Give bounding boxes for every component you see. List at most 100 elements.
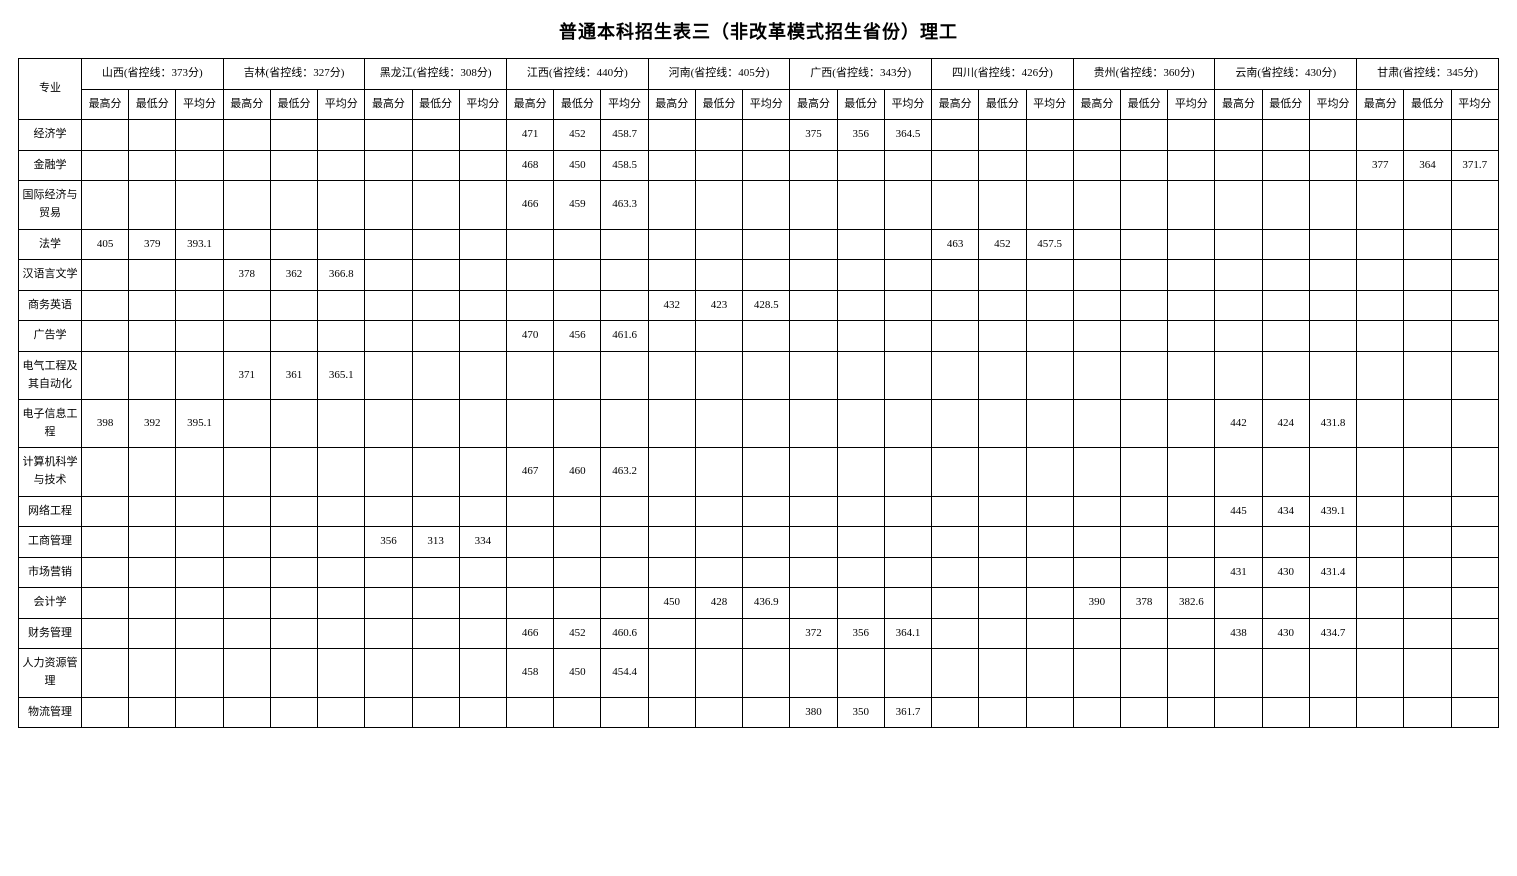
value-cell bbox=[318, 150, 365, 181]
value-cell bbox=[695, 400, 742, 448]
value-cell bbox=[695, 448, 742, 496]
value-cell bbox=[507, 351, 554, 399]
value-cell bbox=[459, 321, 506, 352]
value-cell: 458 bbox=[507, 649, 554, 697]
value-cell bbox=[695, 557, 742, 588]
value-cell bbox=[176, 448, 223, 496]
value-cell bbox=[979, 260, 1026, 291]
value-cell bbox=[176, 496, 223, 527]
value-cell bbox=[1026, 618, 1073, 649]
value-cell bbox=[1451, 527, 1498, 558]
value-cell bbox=[601, 496, 648, 527]
major-cell: 电气工程及其自动化 bbox=[19, 351, 82, 399]
value-cell bbox=[1357, 321, 1404, 352]
value-cell bbox=[507, 527, 554, 558]
sub-header: 平均分 bbox=[1168, 89, 1215, 120]
value-cell bbox=[223, 697, 270, 728]
value-cell bbox=[129, 618, 176, 649]
value-cell bbox=[459, 229, 506, 260]
value-cell bbox=[412, 697, 459, 728]
value-cell: 382.6 bbox=[1168, 588, 1215, 619]
value-cell: 458.7 bbox=[601, 120, 648, 151]
value-cell bbox=[81, 321, 128, 352]
value-cell bbox=[1309, 150, 1356, 181]
value-cell bbox=[176, 588, 223, 619]
province-header: 吉林(省控线：327分) bbox=[223, 59, 365, 90]
value-cell bbox=[318, 618, 365, 649]
value-cell bbox=[1168, 181, 1215, 229]
value-cell bbox=[743, 527, 790, 558]
value-cell bbox=[1357, 351, 1404, 399]
value-cell bbox=[176, 527, 223, 558]
value-cell bbox=[695, 618, 742, 649]
value-cell bbox=[554, 588, 601, 619]
value-cell bbox=[81, 290, 128, 321]
value-cell bbox=[1120, 229, 1167, 260]
value-cell bbox=[459, 557, 506, 588]
value-cell bbox=[365, 351, 412, 399]
value-cell bbox=[1073, 618, 1120, 649]
value-cell: 445 bbox=[1215, 496, 1262, 527]
value-cell: 450 bbox=[648, 588, 695, 619]
value-cell bbox=[1357, 229, 1404, 260]
value-cell bbox=[1026, 351, 1073, 399]
value-cell bbox=[507, 557, 554, 588]
value-cell: 423 bbox=[695, 290, 742, 321]
value-cell bbox=[129, 448, 176, 496]
value-cell bbox=[1215, 290, 1262, 321]
value-cell bbox=[81, 557, 128, 588]
value-cell bbox=[554, 697, 601, 728]
value-cell bbox=[412, 181, 459, 229]
value-cell bbox=[1262, 229, 1309, 260]
value-cell: 452 bbox=[554, 618, 601, 649]
value-cell bbox=[507, 229, 554, 260]
value-cell bbox=[837, 527, 884, 558]
value-cell bbox=[270, 229, 317, 260]
value-cell bbox=[459, 181, 506, 229]
major-cell: 金融学 bbox=[19, 150, 82, 181]
sub-header: 最高分 bbox=[1215, 89, 1262, 120]
value-cell bbox=[318, 229, 365, 260]
value-cell: 463 bbox=[932, 229, 979, 260]
value-cell: 460.6 bbox=[601, 618, 648, 649]
value-cell bbox=[884, 527, 931, 558]
value-cell: 452 bbox=[979, 229, 1026, 260]
value-cell bbox=[129, 649, 176, 697]
value-cell bbox=[365, 120, 412, 151]
value-cell bbox=[979, 120, 1026, 151]
value-cell bbox=[884, 290, 931, 321]
major-cell: 经济学 bbox=[19, 120, 82, 151]
value-cell bbox=[81, 260, 128, 291]
value-cell bbox=[790, 448, 837, 496]
value-cell bbox=[318, 527, 365, 558]
value-cell bbox=[1451, 229, 1498, 260]
value-cell bbox=[601, 351, 648, 399]
value-cell bbox=[1262, 697, 1309, 728]
value-cell bbox=[790, 290, 837, 321]
value-cell: 364 bbox=[1404, 150, 1451, 181]
value-cell bbox=[1262, 120, 1309, 151]
value-cell bbox=[743, 120, 790, 151]
value-cell bbox=[1404, 120, 1451, 151]
value-cell bbox=[223, 120, 270, 151]
value-cell bbox=[884, 496, 931, 527]
value-cell bbox=[1168, 448, 1215, 496]
value-cell: 454.4 bbox=[601, 649, 648, 697]
value-cell: 366.8 bbox=[318, 260, 365, 291]
value-cell: 458.5 bbox=[601, 150, 648, 181]
value-cell bbox=[1309, 120, 1356, 151]
value-cell: 432 bbox=[648, 290, 695, 321]
value-cell bbox=[1357, 120, 1404, 151]
value-cell bbox=[932, 181, 979, 229]
value-cell bbox=[412, 321, 459, 352]
value-cell bbox=[1451, 120, 1498, 151]
value-cell bbox=[1309, 290, 1356, 321]
value-cell bbox=[1168, 697, 1215, 728]
value-cell bbox=[81, 618, 128, 649]
table-row: 人力资源管理458450454.4 bbox=[19, 649, 1499, 697]
value-cell bbox=[790, 351, 837, 399]
value-cell bbox=[1357, 496, 1404, 527]
value-cell bbox=[1262, 649, 1309, 697]
value-cell: 371 bbox=[223, 351, 270, 399]
table-row: 财务管理466452460.6372356364.1438430434.7 bbox=[19, 618, 1499, 649]
